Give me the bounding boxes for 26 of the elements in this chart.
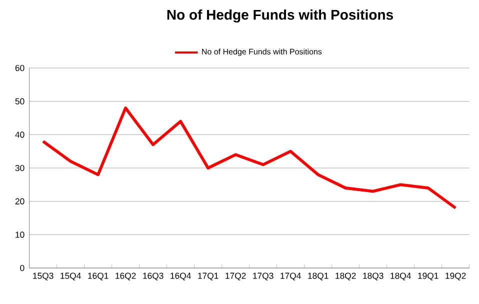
y-tick-label: 10 xyxy=(16,232,24,238)
y-tick-label: 20 xyxy=(15,198,24,204)
x-tick-label: 17Q3 xyxy=(253,272,274,280)
y-tick-label: 40 xyxy=(15,132,24,138)
x-tick-label: 19Q1 xyxy=(418,272,438,280)
x-tick-label: 18Q2 xyxy=(336,272,356,280)
x-tick-label: 17Q2 xyxy=(226,272,246,280)
y-tick-label: 30 xyxy=(15,164,24,172)
x-tick-label: 15Q3 xyxy=(33,272,54,280)
chart-title: No of Hedge Funds with Positions xyxy=(167,9,393,23)
x-tick-label: 16Q4 xyxy=(170,272,191,280)
x-tick-label: 17Q4 xyxy=(280,272,301,280)
y-tick-label: 50 xyxy=(15,98,24,104)
x-tick-label: 15Q4 xyxy=(60,272,81,280)
y-tick-label: 0 xyxy=(20,264,24,272)
x-tick-label: 16Q3 xyxy=(143,272,164,280)
x-tick-label: 19Q2 xyxy=(446,272,466,280)
x-tick-label: 17Q1 xyxy=(198,272,218,280)
legend-label: No of Hedge Funds with Positions xyxy=(202,48,322,56)
x-tick-label: 18Q1 xyxy=(308,272,328,280)
x-tick-label: 18Q4 xyxy=(390,272,411,280)
x-tick-label: 18Q3 xyxy=(363,272,384,280)
y-tick-label: 60 xyxy=(15,64,24,72)
x-tick-label: 16Q2 xyxy=(116,272,136,280)
x-tick-label: 16Q1 xyxy=(88,272,108,280)
line-series xyxy=(42,106,458,210)
